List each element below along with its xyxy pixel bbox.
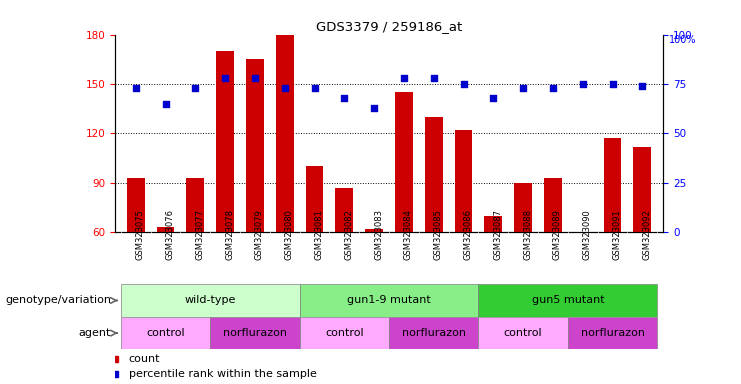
Point <box>130 85 142 91</box>
Text: genotype/variation: genotype/variation <box>5 295 111 306</box>
Text: norflurazon: norflurazon <box>402 328 466 338</box>
Bar <box>127 178 144 232</box>
Text: GSM323092: GSM323092 <box>642 210 651 260</box>
Bar <box>479 284 657 317</box>
Bar <box>395 92 413 232</box>
Point <box>190 85 202 91</box>
Text: GSM323091: GSM323091 <box>613 210 622 260</box>
Text: percentile rank within the sample: percentile rank within the sample <box>129 369 316 379</box>
Bar <box>479 317 568 349</box>
Text: GSM323086: GSM323086 <box>464 209 473 260</box>
Point <box>219 75 231 81</box>
Bar <box>544 178 562 232</box>
Bar <box>156 227 174 232</box>
Point <box>368 105 380 111</box>
Text: count: count <box>129 354 160 364</box>
Bar <box>121 317 210 349</box>
Bar <box>604 138 622 232</box>
Text: GSM323079: GSM323079 <box>255 210 264 260</box>
Point <box>339 95 350 101</box>
Bar <box>121 284 299 317</box>
Bar <box>305 166 324 232</box>
Bar <box>299 284 479 317</box>
Point <box>576 81 588 87</box>
Text: control: control <box>504 328 542 338</box>
Text: GSM323087: GSM323087 <box>494 209 502 260</box>
Bar <box>634 147 651 232</box>
Text: gun5 mutant: gun5 mutant <box>531 295 604 306</box>
Bar <box>454 130 473 232</box>
Text: agent: agent <box>79 328 111 338</box>
Text: norflurazon: norflurazon <box>580 328 645 338</box>
Point <box>517 85 529 91</box>
Text: GSM323081: GSM323081 <box>314 210 324 260</box>
Text: GSM323085: GSM323085 <box>433 210 442 260</box>
Title: GDS3379 / 259186_at: GDS3379 / 259186_at <box>316 20 462 33</box>
Bar <box>365 229 383 232</box>
Bar <box>568 317 657 349</box>
Bar <box>485 216 502 232</box>
Point <box>159 101 171 107</box>
Bar <box>336 188 353 232</box>
Point <box>428 75 439 81</box>
Bar <box>276 35 293 232</box>
Point <box>398 75 410 81</box>
Bar <box>187 178 205 232</box>
Text: GSM323088: GSM323088 <box>523 209 532 260</box>
Text: GSM323075: GSM323075 <box>136 210 144 260</box>
Point <box>488 95 499 101</box>
Text: GSM323077: GSM323077 <box>196 209 205 260</box>
Point <box>249 75 261 81</box>
Bar <box>216 51 234 232</box>
Text: GSM323083: GSM323083 <box>374 209 383 260</box>
Point <box>308 85 320 91</box>
Text: 100%: 100% <box>668 35 697 45</box>
Bar <box>425 117 442 232</box>
Bar <box>389 317 479 349</box>
Point <box>547 85 559 91</box>
Bar <box>210 317 299 349</box>
Text: wild-type: wild-type <box>185 295 236 306</box>
Bar <box>246 59 264 232</box>
Text: GSM323084: GSM323084 <box>404 210 413 260</box>
Bar <box>514 183 532 232</box>
Text: norflurazon: norflurazon <box>223 328 287 338</box>
Text: GSM323090: GSM323090 <box>582 210 592 260</box>
Bar <box>299 317 389 349</box>
Text: control: control <box>325 328 364 338</box>
Point <box>637 83 648 89</box>
Point <box>458 81 470 87</box>
Text: GSM323089: GSM323089 <box>553 210 562 260</box>
Text: GSM323076: GSM323076 <box>165 209 175 260</box>
Text: GSM323078: GSM323078 <box>225 209 234 260</box>
Text: gun1-9 mutant: gun1-9 mutant <box>347 295 431 306</box>
Text: GSM323080: GSM323080 <box>285 210 293 260</box>
Point <box>279 85 290 91</box>
Text: GSM323082: GSM323082 <box>345 210 353 260</box>
Point <box>607 81 619 87</box>
Text: control: control <box>146 328 185 338</box>
